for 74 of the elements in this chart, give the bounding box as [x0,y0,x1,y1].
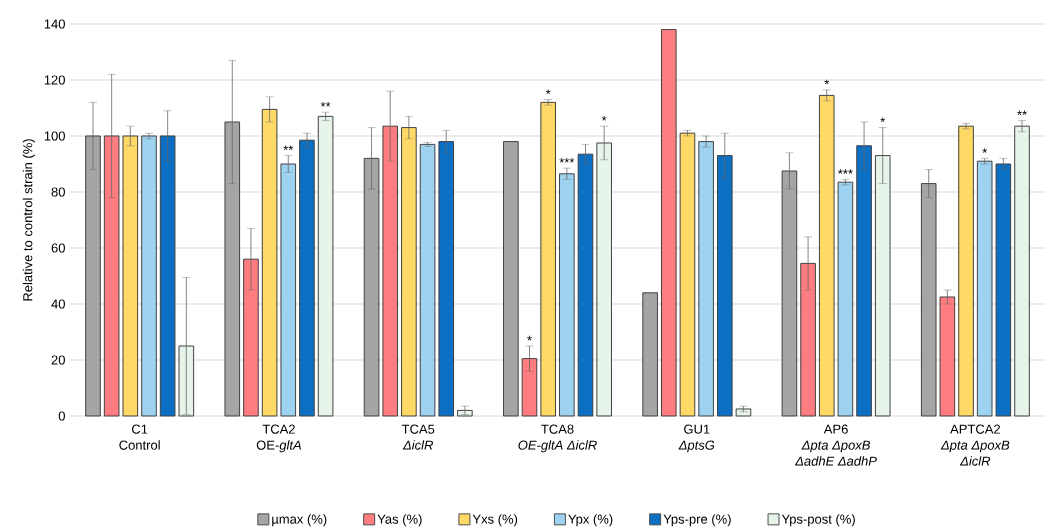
bar [299,139,315,417]
x-tick-label: C1 Control [119,424,160,450]
data-label: * [601,116,607,121]
legend-label: Yxs (%) [472,514,518,527]
x-tick-label: TCA2 OE-gltA [256,424,301,453]
y-tick-label: 60 [51,243,65,253]
y-tick-label: 0 [58,411,65,421]
bar [939,296,956,417]
bar [382,125,399,417]
bar [540,101,556,417]
bar [141,135,157,417]
bar [735,408,752,417]
data-label: ** [283,145,294,151]
x-tick-label: AP6 Δpta ΔpoxB ΔadhE ΔadhP [794,424,877,466]
bar [122,135,139,417]
bar [856,145,872,417]
bar [818,94,835,417]
legend-label: Ypx (%) [568,514,613,527]
x-tick-label: TCA5 ΔiclR [401,424,435,450]
bar [559,173,575,417]
bar [920,183,937,417]
bar [679,132,696,417]
bar [457,409,473,417]
x-tick-label: TCA8 OE-gltA ΔiclR [518,424,597,453]
bar [159,135,176,417]
y-axis-title: Relative to control strain (%) [22,139,35,301]
x-tick-label: APTCA2 Δpta ΔpoxB ΔiclR [940,424,1010,466]
legend-label: µmax (%) [272,514,327,527]
data-label: *** [838,169,853,174]
bar [800,262,816,417]
y-tick-label: 20 [51,355,65,365]
bar [716,155,733,417]
bar [317,115,334,417]
bar [103,135,120,417]
y-tick-label: 80 [51,187,65,197]
bar [837,181,854,417]
bar [596,142,612,417]
bar [781,170,798,417]
bar [224,121,241,417]
data-label: *** [559,158,575,163]
bar [503,141,519,417]
bar [401,127,417,417]
y-tick-label: 120 [44,75,65,85]
bar [363,157,380,417]
bar [438,141,455,417]
bar [521,358,538,417]
bar [642,292,658,417]
y-tick-label: 140 [44,19,65,29]
data-label: ** [1017,110,1027,116]
bar [698,141,714,417]
data-label: * [880,117,886,123]
bar [243,258,259,417]
bar [280,163,297,417]
bar [261,108,278,417]
y-tick-label: 40 [51,299,65,309]
data-label: * [824,79,830,85]
bar [958,125,974,417]
data-label: * [982,148,988,153]
legend-label: Yas (%) [377,514,422,527]
data-label: * [545,89,551,95]
bar [577,153,594,417]
bar [874,155,891,417]
bar [995,163,1012,417]
bar [85,135,101,417]
legend-label: Yps-pre (%) [663,514,731,527]
data-label: * [527,335,532,341]
bar [419,143,436,417]
x-tick-label: GU1 ΔptsG [678,424,715,453]
bar [1014,125,1030,417]
data-label: ** [320,102,331,107]
bar [976,160,993,417]
legend-label: Yps-post (%) [781,514,855,527]
y-tick-label: 100 [44,131,65,141]
bar [660,29,677,417]
